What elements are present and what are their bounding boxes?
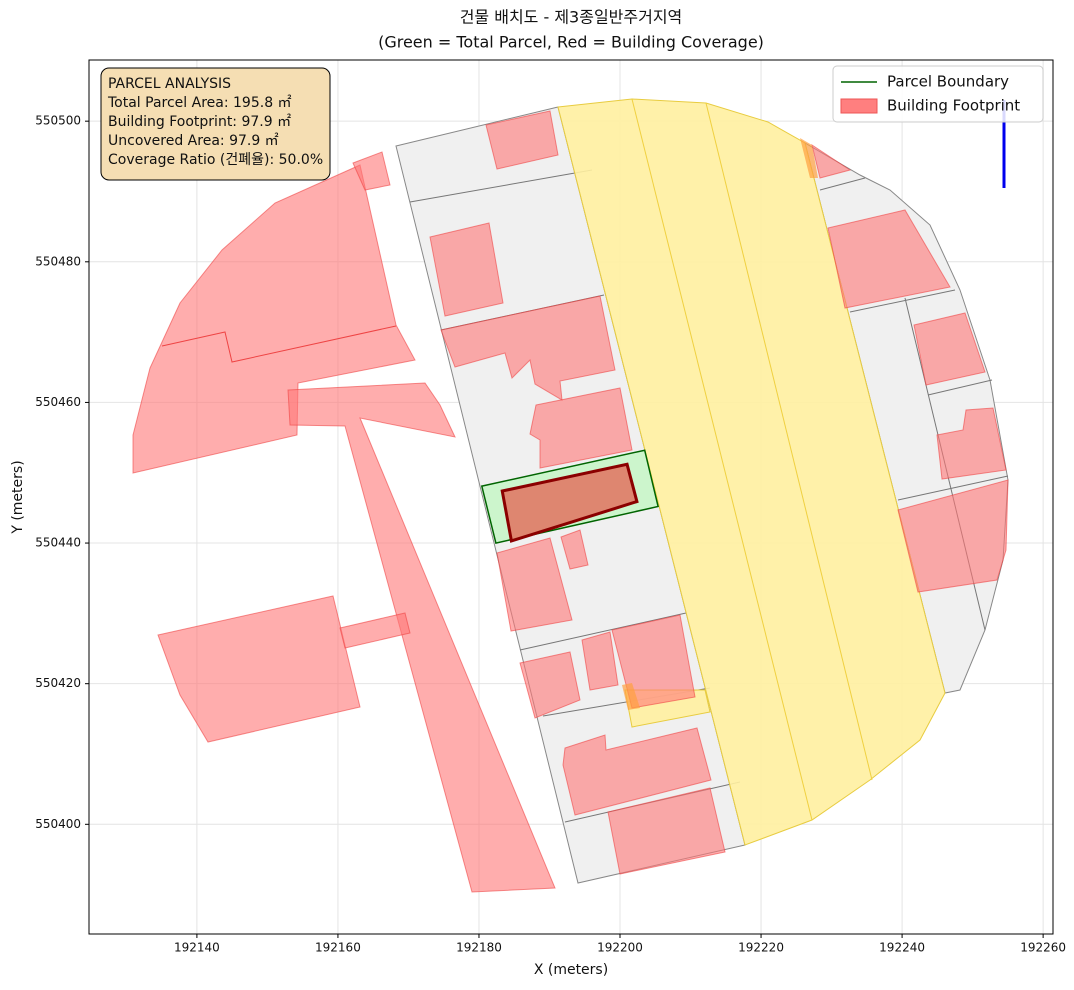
legend-label: Building Footprint [887, 97, 1020, 115]
plot-marks [480, 449, 659, 544]
y-tick-label: 550460 [35, 395, 81, 409]
x-tick-label: 192180 [456, 941, 502, 955]
plot-frame [88, 59, 1054, 935]
legend-swatch [840, 98, 878, 114]
y-tick-label: 550500 [35, 114, 81, 128]
y-tick-label: 550420 [35, 676, 81, 690]
chart-subtitle: (Green = Total Parcel, Red = Building Co… [378, 33, 764, 52]
x-tick-label: 192220 [738, 941, 784, 955]
y-tick-label: 550400 [35, 817, 81, 831]
annotation-line: Building Footprint: 97.9 ㎡ [108, 114, 291, 130]
legend-label: Parcel Boundary [887, 73, 1009, 91]
y-tick-label: 550440 [35, 536, 81, 550]
x-tick-label: 192240 [879, 941, 925, 955]
legend: Parcel Boundary Building Footprint [832, 65, 1044, 123]
x-tick-label: 192200 [597, 941, 643, 955]
legend-frame [832, 65, 1044, 123]
annotation-frame [100, 67, 331, 181]
y-axis-label: Y (meters) [10, 460, 26, 534]
y-tick-label: 550480 [35, 254, 81, 268]
annotation-box: PARCEL ANALYSIS Total Parcel Area: 195.8… [100, 67, 331, 181]
annotation-title: PARCEL ANALYSIS [108, 76, 231, 92]
chart-title: 건물 배치도 - 제3종일반주거지역 [460, 8, 683, 27]
annotation-line: Total Parcel Area: 195.8 ㎡ [107, 95, 292, 111]
x-tick-label: 192260 [1020, 941, 1066, 955]
x-tick-label: 192160 [315, 941, 361, 955]
x-axis-label: X (meters) [534, 962, 608, 978]
annotation-line: Coverage Ratio (건폐율): 50.0% [108, 152, 323, 168]
x-tick-label: 192140 [174, 941, 220, 955]
annotation-line: Uncovered Area: 97.9 ㎡ [108, 133, 279, 149]
axes: 192140 192160 192180 192200 192220 192240 1922… [35, 114, 1066, 955]
building-polygon [500, 462, 639, 543]
